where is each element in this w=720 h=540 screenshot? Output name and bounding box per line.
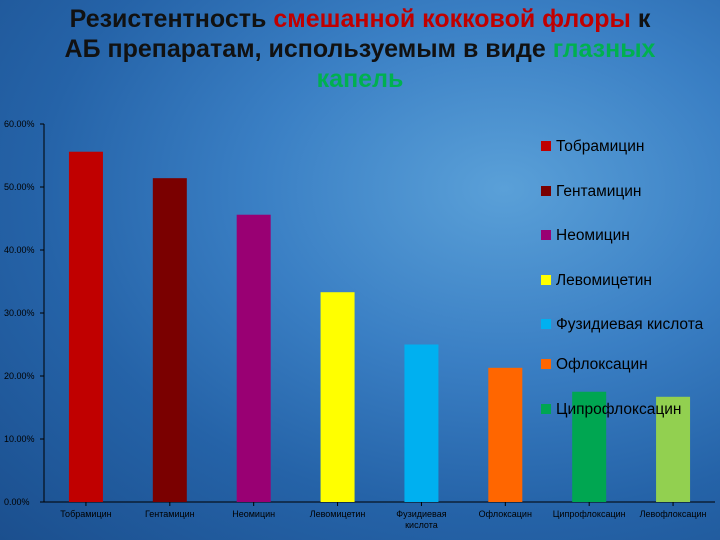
bar [236, 214, 271, 502]
legend-swatch [541, 275, 551, 285]
x-tick-label: Ципрофлоксацин [553, 509, 626, 519]
y-tick-label: 60.00% [4, 119, 35, 129]
legend-label: Фузидиевая кислота [556, 316, 704, 333]
x-tick-label: Офлоксацин [479, 509, 532, 519]
y-tick-label: 40.00% [4, 245, 35, 255]
x-tick-label: Левомицетин [310, 509, 366, 519]
bar [68, 151, 103, 502]
legend-swatch [541, 186, 551, 196]
bar [320, 292, 355, 502]
bar [572, 391, 607, 502]
x-tick-label: Фузидиевая кислота [396, 509, 446, 530]
bar [152, 178, 187, 502]
legend-label: Гентамицин [556, 183, 642, 200]
bar [488, 367, 523, 502]
y-tick-label: 10.00% [4, 434, 35, 444]
title-text: АБ препаратам, используемым в виде [64, 35, 546, 63]
legend-label: Ципрофлоксацин [556, 401, 682, 418]
legend-label: Тобрамицин [556, 138, 645, 155]
bar [656, 396, 691, 502]
title-text: Резистентность [69, 5, 267, 33]
legend-swatch [541, 359, 551, 369]
legend-label: Офлоксацин [556, 356, 648, 373]
legend-swatch [541, 319, 551, 329]
y-tick-label: 50.00% [4, 182, 35, 192]
legend-swatch [541, 141, 551, 151]
title-line-3: капель [316, 65, 404, 93]
y-tick-label: 20.00% [4, 371, 35, 381]
title-highlight-green: глазных [552, 35, 656, 63]
legend-swatch [541, 404, 551, 414]
title-line-2: АБ препаратам, используемым в виде глазн… [0, 34, 720, 64]
x-tick-label: Гентамицин [145, 509, 195, 519]
legend-label: Неомицин [556, 227, 630, 244]
y-tick-label: 0.00% [4, 497, 30, 507]
y-tick-label: 30.00% [4, 308, 35, 318]
title-highlight-red: смешанной кокковой флоры [273, 5, 631, 33]
title-line-1: Резистентность смешанной кокковой флоры … [0, 4, 720, 34]
title-text: к [637, 5, 651, 33]
x-tick-label: Тобрамицин [60, 509, 111, 519]
legend-swatch [541, 230, 551, 240]
bar [404, 344, 439, 502]
chart-title: Резистентность смешанной кокковой флоры … [0, 4, 720, 94]
x-tick-label: Левофлоксацин [640, 509, 707, 519]
x-tick-label: Неомицин [232, 509, 275, 519]
legend-label: Левомицетин [556, 272, 652, 289]
